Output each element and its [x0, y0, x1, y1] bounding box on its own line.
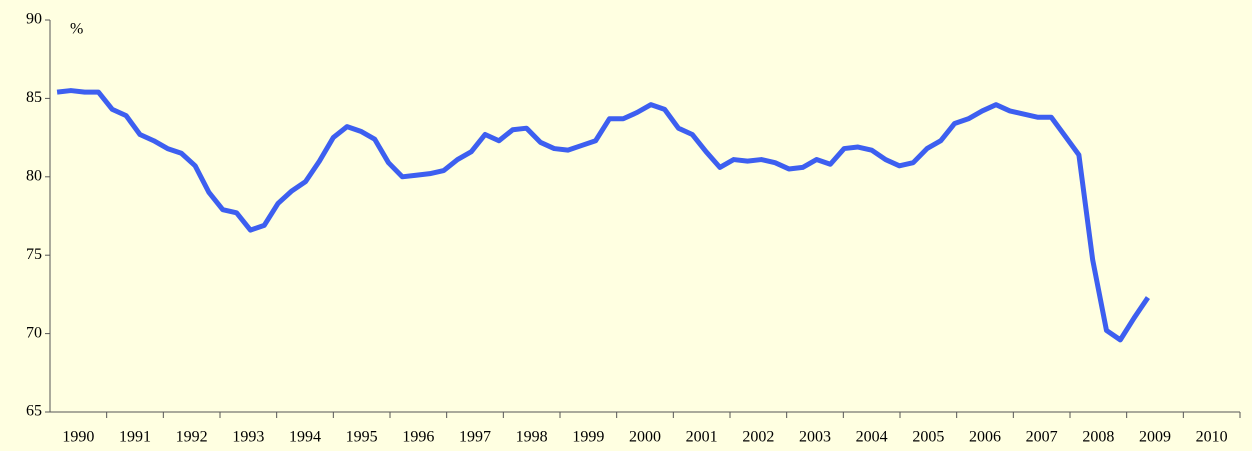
x-tick-label: 2000: [629, 429, 661, 446]
x-tick-label: 1997: [459, 429, 491, 446]
x-tick-label: 1994: [289, 429, 321, 446]
y-tick-label: 85: [26, 89, 42, 106]
data-line: [56, 88, 1150, 343]
x-tick-label: 2001: [686, 429, 718, 446]
x-tick-label: 1990: [62, 429, 94, 446]
y-tick-label: 70: [26, 324, 42, 341]
y-unit-label: %: [70, 21, 83, 38]
x-tick-label: 1993: [232, 429, 264, 446]
y-tick-label: 65: [26, 403, 42, 420]
x-tick-label: 1998: [516, 429, 548, 446]
x-tick-label: 2004: [856, 429, 888, 446]
x-tick-label: 2007: [1026, 429, 1058, 446]
x-tick-label: 1992: [176, 429, 208, 446]
x-tick-label: 2002: [742, 429, 774, 446]
x-tick-label: 1995: [346, 429, 378, 446]
y-tick-label: 90: [26, 11, 42, 28]
x-tick-label: 2006: [969, 429, 1001, 446]
x-tick-label: 1991: [119, 429, 151, 446]
x-tick-label: 2003: [799, 429, 831, 446]
x-tick-label: 2008: [1082, 429, 1114, 446]
x-tick-label: 1996: [402, 429, 434, 446]
x-tick-label: 2009: [1139, 429, 1171, 446]
x-tick-label: 1999: [572, 429, 604, 446]
x-tick-label: 2005: [912, 429, 944, 446]
y-tick-label: 75: [26, 246, 42, 263]
x-tick-label: 2010: [1196, 429, 1228, 446]
y-tick-label: 80: [26, 167, 42, 184]
